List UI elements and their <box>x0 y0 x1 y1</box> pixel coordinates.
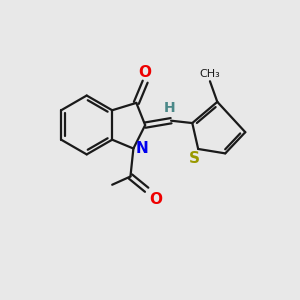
Text: O: O <box>150 191 163 206</box>
Text: S: S <box>189 151 200 166</box>
Text: N: N <box>136 141 148 156</box>
Text: H: H <box>164 101 176 115</box>
Text: O: O <box>139 65 152 80</box>
Text: CH₃: CH₃ <box>200 69 220 79</box>
